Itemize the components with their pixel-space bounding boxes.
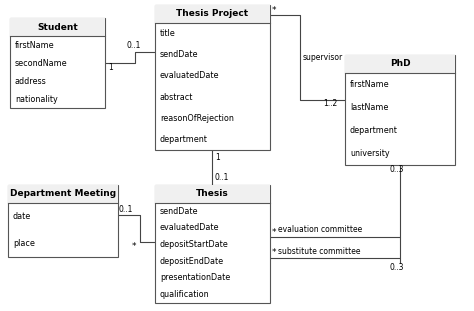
Text: *: * [272, 228, 276, 236]
Bar [8, 185, 118, 203]
Text: qualification: qualification [160, 290, 210, 299]
Text: 1: 1 [108, 63, 113, 72]
Text: abstract: abstract [160, 93, 193, 102]
Bar [155, 185, 270, 303]
Text: firstName: firstName [15, 40, 55, 49]
Text: firstName: firstName [350, 80, 390, 89]
Bar [10, 18, 105, 36]
Text: sendDate: sendDate [160, 50, 199, 59]
Text: depositStartDate: depositStartDate [160, 240, 229, 249]
Text: *: * [272, 7, 276, 16]
Text: university: university [350, 149, 390, 158]
Text: date: date [13, 212, 31, 221]
Bar [155, 185, 270, 203]
Text: Thesis Project: Thesis Project [176, 10, 248, 18]
Text: Department Meeting: Department Meeting [10, 189, 116, 198]
Text: Thesis: Thesis [196, 189, 229, 198]
Text: evaluation committee: evaluation committee [278, 225, 362, 234]
Text: 1..2: 1..2 [323, 100, 337, 109]
Bar [155, 5, 270, 23]
Text: 0..1: 0..1 [119, 206, 133, 215]
Text: *: * [272, 248, 276, 258]
Text: Student: Student [37, 22, 78, 31]
Text: department: department [160, 135, 208, 144]
Text: presentationDate: presentationDate [160, 273, 230, 282]
Text: PhD: PhD [390, 59, 410, 68]
Text: 1: 1 [215, 154, 220, 163]
Bar [345, 55, 455, 73]
Text: department: department [350, 126, 398, 135]
Text: supervisor: supervisor [303, 53, 343, 63]
Text: 0..3: 0..3 [390, 262, 404, 272]
Text: secondName: secondName [15, 58, 68, 67]
Text: sendDate: sendDate [160, 207, 199, 216]
Text: substitute committee: substitute committee [278, 248, 361, 257]
Text: nationality: nationality [15, 95, 58, 104]
Bar [345, 55, 455, 165]
Bar [8, 185, 118, 257]
Text: reasonOfRejection: reasonOfRejection [160, 114, 234, 123]
Text: evaluatedDate: evaluatedDate [160, 72, 219, 81]
Bar [155, 5, 270, 150]
Text: evaluatedDate: evaluatedDate [160, 224, 219, 233]
Bar [10, 18, 105, 108]
Text: title: title [160, 29, 176, 38]
Text: address: address [15, 77, 47, 86]
Text: depositEndDate: depositEndDate [160, 257, 224, 266]
Text: place: place [13, 239, 35, 248]
Text: 0..1: 0..1 [127, 41, 141, 50]
Text: 0..1: 0..1 [215, 173, 229, 182]
Text: *: * [132, 243, 136, 252]
Text: lastName: lastName [350, 103, 388, 112]
Text: 0..3: 0..3 [390, 165, 404, 174]
